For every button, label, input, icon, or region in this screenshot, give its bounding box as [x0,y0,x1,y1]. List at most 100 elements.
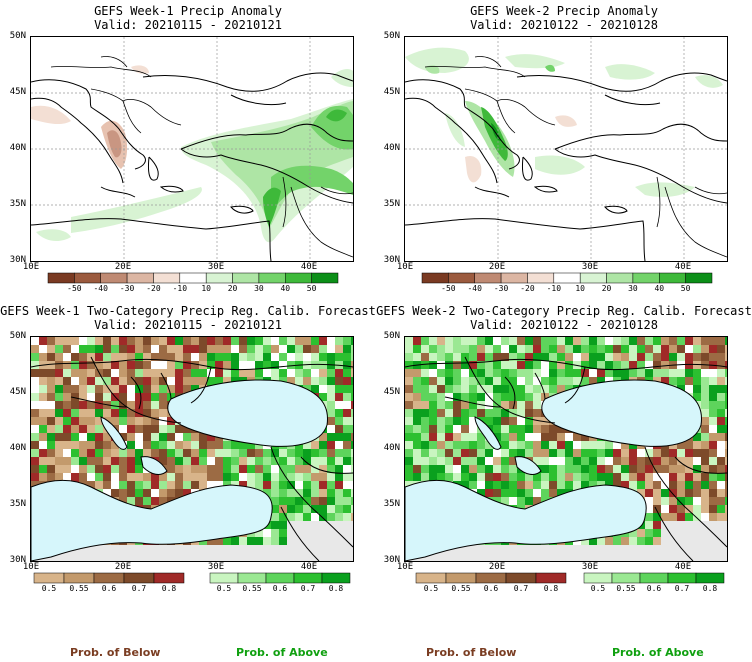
probability-cell [421,393,429,401]
probability-cell [405,385,413,393]
probability-cell [677,473,685,481]
probability-cell [493,377,501,385]
probability-cell [127,473,135,481]
probability-cell [485,409,493,417]
probability-cell [127,457,135,465]
probability-cell [669,449,677,457]
lat-label: 30N [383,555,400,565]
probability-cell [421,345,429,353]
probability-cell [613,481,621,489]
probability-cell [143,353,151,361]
probability-cell [557,385,565,393]
probability-cell [295,377,303,385]
anomaly-shading [405,47,723,197]
probability-cell [565,361,573,369]
probability-cell [87,473,95,481]
probability-cell [87,369,95,377]
probability-cell [311,473,319,481]
probability-cell [87,401,95,409]
colorbar-swatch [579,272,607,284]
probability-cell [279,361,287,369]
probability-cell [215,361,223,369]
probability-cell [311,505,319,513]
probability-cell [47,345,55,353]
probability-cell [653,465,661,473]
probability-cell [517,441,525,449]
probability-cell [103,449,111,457]
probability-cell [343,497,351,505]
probability-cell [127,417,135,425]
probability-cell [517,417,525,425]
probability-cell [637,465,645,473]
probability-cell [39,345,47,353]
probability-cell [279,521,287,529]
lon-label: 30E [581,262,599,272]
probability-cell [597,377,605,385]
probability-cell [605,337,613,345]
probability-cell [159,393,167,401]
probability-cell [541,457,549,465]
probability-cell [199,377,207,385]
probability-cell [597,457,605,465]
probability-cell [469,417,477,425]
probability-cell [461,409,469,417]
probability-cell [461,401,469,409]
probability-cell [63,441,71,449]
probability-cell [613,361,621,369]
probability-cell [31,433,39,441]
probability-cell [661,489,669,497]
probability-cell [709,513,717,521]
probability-cell [709,473,717,481]
probability-cell [637,337,645,345]
probability-cell [183,481,191,489]
probability-cell [725,497,727,505]
probability-cell [95,473,103,481]
probability-cell [87,465,95,473]
probability-cell [589,481,597,489]
probability-cell [509,425,517,433]
probability-cell [343,465,351,473]
probability-cell [263,457,271,465]
colorbar-tick-label: 50 [680,284,691,293]
probability-cell [645,521,653,529]
probability-cell [351,513,353,521]
probability-cell [421,473,429,481]
colorbar-swatch [179,272,207,284]
probability-cell [63,425,71,433]
probability-cell [709,457,717,465]
probability-cell [319,489,327,497]
probability-cell [469,441,477,449]
probability-cell [159,481,167,489]
probability-cell [533,489,541,497]
probability-cell [653,537,661,545]
probability-cell [509,465,517,473]
probability-cell [429,457,437,465]
probability-cell [573,377,581,385]
colorbar-tick-label: 0.55 [616,584,636,593]
probability-cell [71,337,79,345]
probability-cell [207,465,215,473]
probability-cell [509,449,517,457]
probability-cell [31,441,39,449]
probability-cell [319,433,327,441]
colorbar-tick-label: -10 [172,284,188,293]
probability-cell [47,369,55,377]
probability-cell [701,409,709,417]
probability-cell [637,489,645,497]
probability-cell [677,337,685,345]
probability-cell [653,497,661,505]
probability-cell [143,481,151,489]
probability-cell [485,361,493,369]
probability-cell [295,497,303,505]
probability-cell [95,481,103,489]
probability-cell [167,473,175,481]
probability-cell [351,393,353,401]
probability-cell [39,465,47,473]
lat-label: 50N [9,31,26,41]
lon-label: 20E [114,262,132,272]
probability-cell [143,417,151,425]
lon-label: 40E [674,562,692,572]
probability-cell [215,457,223,465]
probability-cell [311,513,319,521]
probability-cell [413,393,421,401]
